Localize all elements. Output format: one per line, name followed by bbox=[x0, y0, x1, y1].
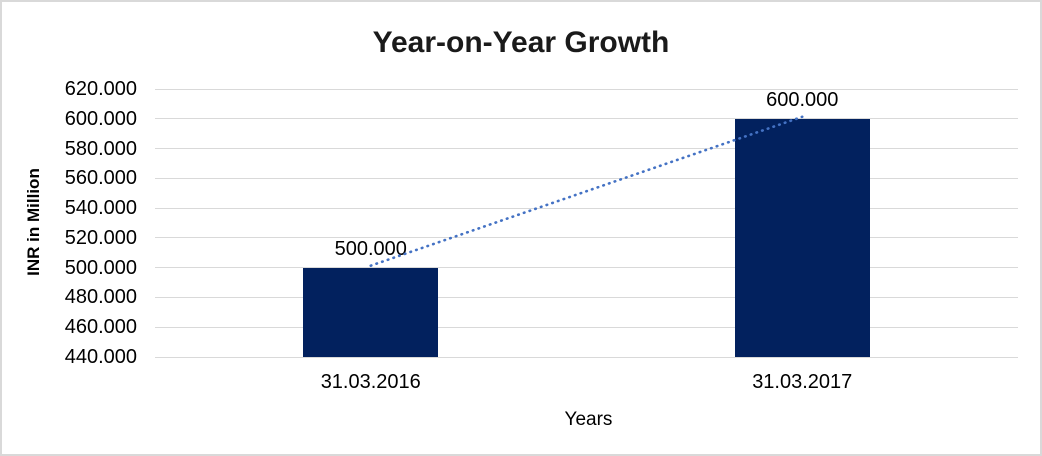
gridline bbox=[155, 356, 1018, 358]
y-axis-tick-label: 500.000 bbox=[64, 256, 137, 279]
y-axis-tick-label: 560.000 bbox=[64, 167, 137, 190]
gridline bbox=[155, 296, 1018, 298]
y-axis-tick-label: 540.000 bbox=[64, 197, 137, 220]
bar-31.03.2017 bbox=[734, 118, 870, 357]
gridline bbox=[155, 237, 1018, 239]
gridline bbox=[155, 88, 1018, 90]
gridline bbox=[155, 148, 1018, 150]
y-axis-title-text: INR in Million bbox=[24, 168, 43, 276]
y-axis-tick-label: 520.000 bbox=[64, 226, 137, 249]
y-axis-tick-label: 480.000 bbox=[64, 286, 137, 309]
y-axis-tick-label: 440.000 bbox=[64, 346, 137, 368]
data-label: 600.000 bbox=[766, 88, 839, 111]
gridline bbox=[155, 326, 1018, 328]
x-axis-title: Years bbox=[564, 409, 613, 430]
data-label: 500.000 bbox=[334, 237, 407, 260]
y-axis-tick-label: 600.000 bbox=[64, 107, 137, 130]
x-axis-tick-label: 31.03.2016 bbox=[320, 371, 421, 393]
chart-title: Year-on-Year Growth bbox=[372, 26, 670, 59]
gridline bbox=[155, 207, 1018, 209]
gridline bbox=[155, 118, 1018, 120]
gridline bbox=[155, 267, 1018, 269]
y-axis-tick-label: 580.000 bbox=[64, 137, 137, 160]
bar-31.03.2016 bbox=[303, 267, 439, 357]
x-axis-tick-label: 31.03.2017 bbox=[752, 371, 853, 393]
y-axis-tick-label: 460.000 bbox=[64, 316, 137, 339]
y-axis-tick-label: 620.000 bbox=[64, 78, 137, 100]
gridline bbox=[155, 177, 1018, 179]
